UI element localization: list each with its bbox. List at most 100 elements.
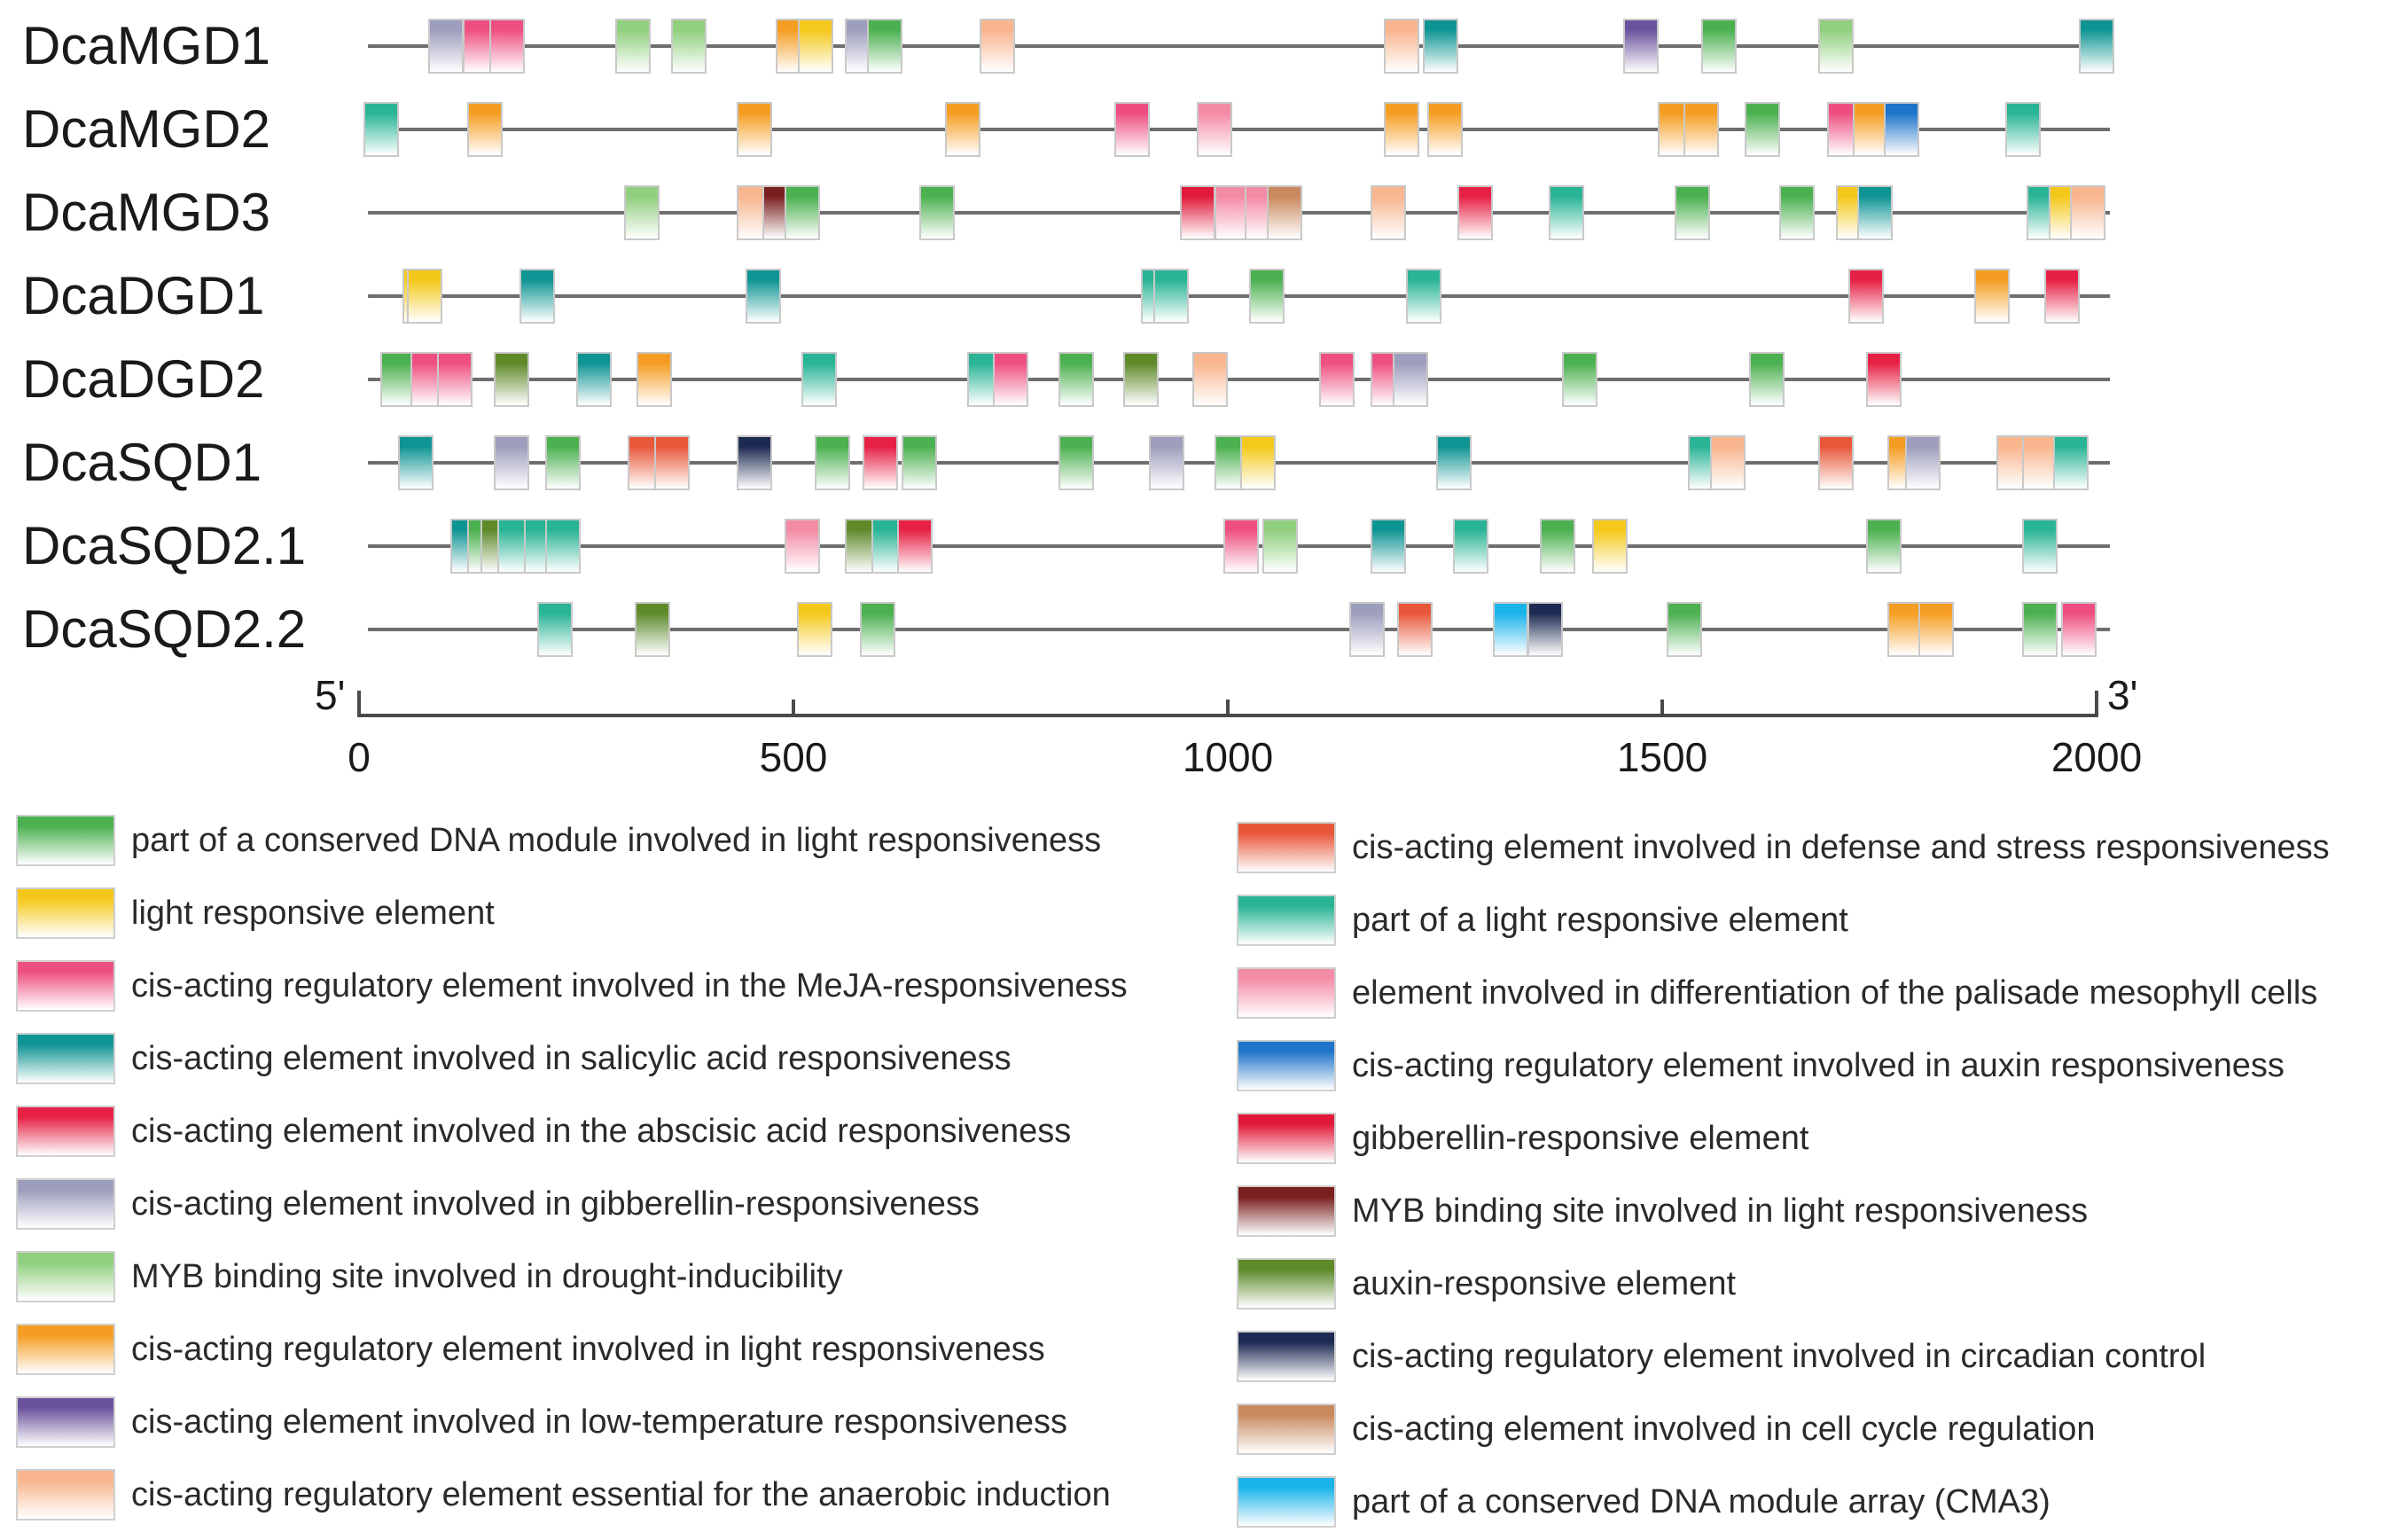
legend-label: cis-acting element involved in salicylic… [131, 1040, 1012, 1077]
motif-box [2004, 102, 2041, 157]
gene-line [368, 628, 2110, 631]
motif-box [1392, 352, 1428, 407]
motif-box [1905, 435, 1941, 490]
legend-label: cis-acting regulatory element involved i… [131, 1331, 1045, 1368]
motif-box [406, 269, 442, 324]
legend-swatch [1237, 967, 1336, 1019]
gene-label: DcaSQD1 [22, 433, 262, 492]
legend-swatch [1237, 1113, 1336, 1164]
legend-swatch [16, 1178, 115, 1230]
motif-box [1675, 185, 1711, 240]
gene-line [368, 294, 2110, 298]
legend-label: part of a light responsive element [1352, 902, 1848, 939]
legend-label: cis-acting regulatory element involved i… [1352, 1047, 2285, 1084]
gene-label: DcaDGD1 [22, 266, 265, 325]
legend-label: cis-acting element involved in the absci… [131, 1113, 1072, 1150]
legend-label: cis-acting element involved in low-tempe… [131, 1403, 1068, 1441]
legend-item: cis-acting element involved in salicylic… [16, 1031, 1222, 1093]
motif-box [1918, 602, 1954, 657]
motif-box [2079, 19, 2114, 74]
tick-label: 1000 [1182, 734, 1274, 780]
motif-box [1240, 435, 1277, 490]
motif-box [1865, 352, 1902, 407]
legend-label: cis-acting element involved in cell cycl… [1352, 1411, 2096, 1448]
motif-box [2022, 602, 2058, 657]
motif-box [623, 185, 660, 240]
legend-swatch [1237, 1476, 1336, 1528]
motif-box [1153, 269, 1190, 324]
motif-box [1149, 435, 1185, 490]
motif-box [1435, 435, 1472, 490]
motif-box [1371, 519, 1407, 574]
motif-box [1197, 102, 1233, 157]
motif-box [993, 352, 1028, 407]
legend-label: cis-acting regulatory element essential … [131, 1476, 1111, 1513]
motif-box [1744, 102, 1780, 157]
motif-box [1540, 519, 1576, 574]
legend-item: cis-acting regulatory element involved i… [1237, 1038, 2389, 1100]
gene-label: DcaMGD2 [22, 99, 271, 159]
legend-item: MYB binding site involved in drought-ind… [16, 1249, 1222, 1311]
motif-box [488, 19, 525, 74]
axis-tick [792, 700, 795, 717]
gene-line [368, 128, 2110, 131]
gene-line [368, 378, 2110, 381]
motif-box [2061, 602, 2097, 657]
motif-box [1396, 602, 1433, 657]
motif-box [1666, 602, 1702, 657]
motif-box [945, 102, 981, 157]
motif-box [2052, 435, 2089, 490]
motif-box [866, 19, 902, 74]
motif-box [1453, 519, 1489, 574]
motif-box [575, 352, 612, 407]
axis-tick [1226, 700, 1230, 717]
motif-box [784, 519, 820, 574]
legend-label: light responsive element [131, 895, 495, 932]
motif-box [363, 102, 399, 157]
legend-item: part of a light responsive element [1237, 893, 2389, 955]
motif-box [1683, 102, 1720, 157]
motif-box [1883, 102, 1919, 157]
legend-label: cis-acting element involved in gibberell… [131, 1185, 980, 1223]
legend-label: part of a conserved DNA module involved … [131, 822, 1102, 859]
motif-box [1748, 352, 1785, 407]
motif-box [736, 102, 772, 157]
legend-item: MYB binding site involved in light respo… [1237, 1184, 2389, 1246]
gene-label: DcaMGD3 [22, 183, 271, 242]
motif-box [897, 519, 933, 574]
motif-box [1192, 352, 1229, 407]
motif-box [980, 19, 1016, 74]
motif-box [493, 435, 529, 490]
axis-tick [2095, 691, 2098, 717]
motif-box [614, 19, 651, 74]
legend-label: gibberellin-responsive element [1352, 1120, 1809, 1157]
motif-box [1266, 185, 1302, 240]
motif-box [2022, 435, 2058, 490]
tick-label: 0 [348, 734, 371, 780]
legend-swatch [1237, 1040, 1336, 1091]
motif-box [1261, 519, 1298, 574]
legend-swatch [16, 1251, 115, 1302]
motif-box [1457, 185, 1494, 240]
legend-swatch [1237, 822, 1336, 873]
motif-box [1818, 19, 1854, 74]
tick-label: 500 [759, 734, 828, 780]
tick-label: 2000 [2050, 734, 2143, 780]
legend-item: light responsive element [16, 886, 1222, 948]
legend-item: gibberellin-responsive element [1237, 1111, 2389, 1173]
motif-box [1527, 602, 1563, 657]
legend-swatch [16, 960, 115, 1012]
legend-swatch [16, 887, 115, 939]
legend-item: cis-acting regulatory element involved i… [16, 958, 1222, 1020]
motif-box [467, 102, 504, 157]
legend-item: cis-acting element involved in low-tempe… [16, 1395, 1222, 1457]
motif-box [1179, 185, 1215, 240]
motif-box [1058, 435, 1094, 490]
gene-label: DcaMGD1 [22, 16, 271, 75]
legend-label: MYB binding site involved in drought-ind… [131, 1258, 843, 1295]
motif-box [2043, 269, 2080, 324]
legend-label: cis-acting regulatory element involved i… [1352, 1338, 2207, 1375]
motif-box [1857, 185, 1894, 240]
motif-box [1371, 185, 1407, 240]
legend-swatch [16, 1033, 115, 1084]
